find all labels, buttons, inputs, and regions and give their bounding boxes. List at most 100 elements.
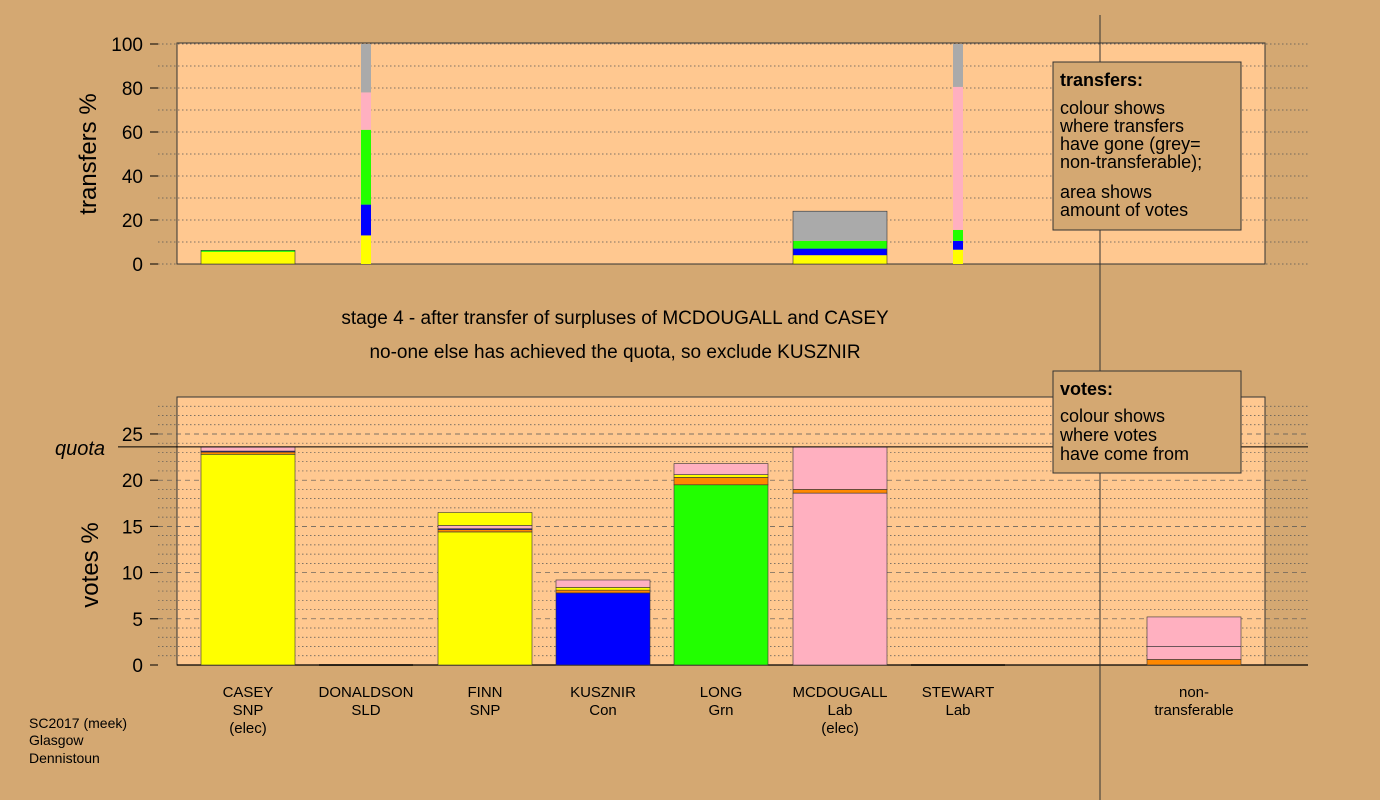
vote-segment <box>555 579 651 588</box>
transfer-segment <box>361 44 371 93</box>
vote-segment <box>200 453 296 666</box>
candidate-label: SLD <box>351 702 380 719</box>
candidate-label: LONG <box>700 684 743 701</box>
candidate-label: CASEY <box>223 684 274 701</box>
candidate-label: (elec) <box>229 720 267 737</box>
stage-caption-line1: stage 4 - after transfer of surpluses of… <box>341 308 889 329</box>
transfer-segment <box>793 248 887 256</box>
transfer-segment <box>793 240 887 249</box>
transfers-legend-line: amount of votes <box>1060 200 1188 220</box>
transfer-segment <box>361 92 371 130</box>
votes-legend-line: have come from <box>1060 444 1189 464</box>
transfers-tick-label: 20 <box>122 211 143 232</box>
transfers-tick-label: 0 <box>132 255 143 276</box>
transfer-segment <box>201 250 295 252</box>
vote-segment <box>673 474 769 478</box>
candidate-label: transferable <box>1154 702 1233 719</box>
candidate-label: STEWART <box>922 684 995 701</box>
transfers-y-axis-label: transfers % <box>75 93 102 214</box>
votes-legend-line: where votes <box>1059 425 1157 445</box>
candidate-label: DONALDSON <box>318 684 413 701</box>
votes-tick-label: 10 <box>122 564 143 585</box>
transfer-segment <box>361 129 371 205</box>
candidate-label: Lab <box>945 702 970 719</box>
candidate-label: FINN <box>468 684 503 701</box>
transfers-tick-label: 100 <box>111 35 143 56</box>
transfer-segment <box>793 211 887 241</box>
candidate-labels: CASEYSNP(elec)DONALDSONSLDFINNSNPKUSZNIR… <box>223 684 1234 737</box>
candidate-label: Lab <box>827 702 852 719</box>
candidate-label: Grn <box>708 702 733 719</box>
candidate-label: Con <box>589 702 617 719</box>
transfers-legend-line: have gone (grey= <box>1060 134 1201 154</box>
vote-segment <box>555 589 651 594</box>
transfer-segment <box>953 44 963 87</box>
footer-line-3: Dennistoun <box>29 750 100 766</box>
candidate-label: SNP <box>470 702 501 719</box>
quota-label: quota <box>55 438 105 460</box>
vote-segment <box>437 531 533 666</box>
transfers-legend-title: transfers: <box>1060 70 1143 90</box>
candidate-label: SNP <box>233 702 264 719</box>
transfer-bar-outline <box>792 210 888 265</box>
votes-legend-line: colour shows <box>1060 406 1165 426</box>
footer-line-2: Glasgow <box>29 732 84 748</box>
transfers-legend-box <box>1052 61 1242 231</box>
votes-tick-label: 15 <box>122 517 143 538</box>
transfer-segment <box>953 229 963 241</box>
transfers-tick-label: 60 <box>122 123 143 144</box>
vote-segment <box>1146 616 1242 647</box>
candidate-label: KUSZNIR <box>570 684 636 701</box>
transfers-tick-label: 80 <box>122 79 143 100</box>
votes-tick-label: 5 <box>132 610 143 631</box>
vote-segment <box>437 512 533 526</box>
transfer-segment <box>953 249 963 264</box>
votes-bars <box>200 446 1242 666</box>
candidate-label: non- <box>1179 684 1209 701</box>
votes-y-axis-label: votes % <box>77 522 104 607</box>
votes-tick-label: 20 <box>122 471 143 492</box>
transfer-segment <box>953 86 963 230</box>
vote-segment <box>673 477 769 486</box>
transfers-legend-line: non-transferable); <box>1060 152 1202 172</box>
transfers-grid <box>158 43 1308 265</box>
votes-y-ticks: 0 5 10 15 20 25 <box>122 425 158 677</box>
votes-legend-box <box>1052 370 1242 474</box>
transfers-y-ticks: 0 20 40 60 80 100 <box>111 35 158 276</box>
vote-segment <box>1146 659 1242 666</box>
transfer-segment <box>201 251 295 264</box>
votes-legend-title: votes: <box>1060 379 1113 399</box>
transfers-legend-line: area shows <box>1060 182 1152 202</box>
transfers-legend-line: where transfers <box>1059 116 1184 136</box>
vote-segment <box>673 484 769 666</box>
vote-segment <box>673 463 769 475</box>
vote-segment <box>555 592 651 666</box>
stage-caption-line2: no-one else has achieved the quota, so e… <box>369 342 860 363</box>
candidate-label: (elec) <box>821 720 859 737</box>
transfers-legend-line: colour shows <box>1060 98 1165 118</box>
footer-line-1: SC2017 (meek) <box>29 715 127 731</box>
candidate-label: MCDOUGALL <box>792 684 887 701</box>
vote-segment <box>792 489 888 494</box>
votes-tick-label: 0 <box>132 656 143 677</box>
transfer-bar-outline <box>200 250 296 265</box>
transfer-segment <box>953 240 963 250</box>
vote-segment <box>792 492 888 666</box>
transfers-bars <box>200 44 963 265</box>
transfer-segment <box>361 235 371 264</box>
vote-segment <box>200 446 296 452</box>
transfer-segment <box>361 204 371 236</box>
vote-segment <box>1146 646 1242 660</box>
transfer-segment <box>793 255 887 264</box>
vote-segment <box>555 587 651 591</box>
vote-segment <box>437 525 533 529</box>
votes-tick-label: 25 <box>122 425 143 446</box>
transfers-tick-label: 40 <box>122 167 143 188</box>
vote-segment <box>200 451 296 455</box>
vote-segment <box>437 529 533 533</box>
